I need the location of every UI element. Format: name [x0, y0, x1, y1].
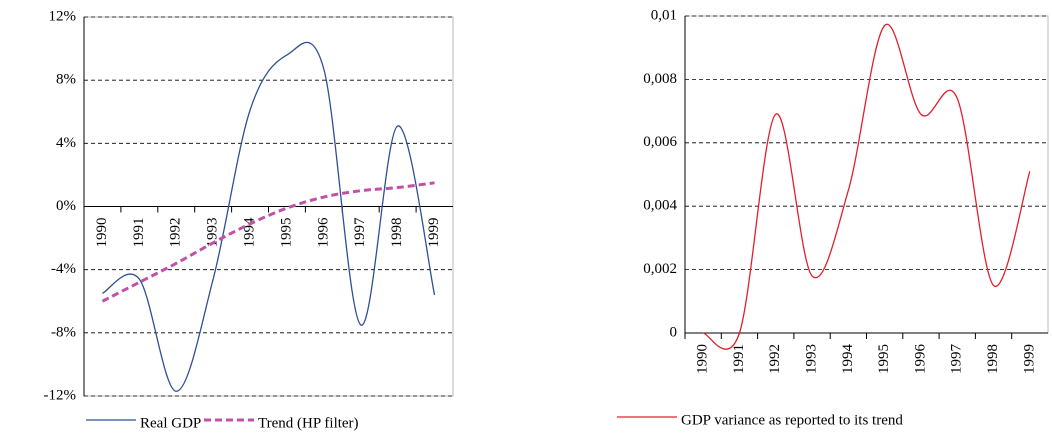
x-tick-label: 1996 [315, 217, 331, 248]
x-tick-label: 1990 [695, 344, 711, 374]
x-tick-label: 1993 [803, 344, 819, 374]
x-tick-label: 1991 [731, 344, 747, 374]
x-tick-label: 1995 [876, 344, 892, 374]
x-tick-label: 1993 [205, 218, 221, 248]
x-tick-label: 1996 [912, 344, 928, 375]
legend-label: Real GDP [140, 415, 201, 431]
y-tick-label: 8% [56, 72, 76, 88]
y-tick-label: 0,01 [651, 7, 677, 23]
legend-label: Trend (HP filter) [258, 415, 359, 431]
series-line [101, 181, 435, 303]
x-tick-label: 1991 [131, 218, 147, 248]
x-tick-label: 1994 [241, 217, 257, 248]
y-tick-label: 0% [56, 198, 76, 214]
x-tick-label: 1992 [767, 344, 783, 374]
x-tick-label: 1998 [985, 344, 1001, 374]
y-tick-label: 0,006 [643, 134, 677, 150]
y-tick-label: 0 [670, 324, 678, 340]
y-tick-label: -8% [51, 324, 76, 340]
y-tick-label: 0,002 [643, 261, 677, 277]
x-tick-label: 1997 [949, 344, 965, 375]
series-line [102, 41, 436, 392]
y-tick-label: -12% [44, 387, 77, 403]
x-tick-label: 1997 [352, 217, 368, 248]
x-tick-label: 1995 [278, 218, 294, 248]
x-tick-label: 1998 [389, 218, 405, 248]
y-tick-label: -4% [51, 261, 76, 277]
x-tick-label: 1990 [94, 218, 110, 248]
x-tick-label: 1999 [1021, 344, 1037, 374]
x-tick-label: 1992 [168, 218, 184, 248]
x-tick-label: 1999 [426, 218, 442, 248]
y-tick-label: 0,004 [643, 198, 677, 214]
y-tick-label: 12% [49, 8, 77, 24]
y-tick-label: 0,008 [643, 71, 677, 87]
x-tick-label: 1994 [840, 344, 856, 375]
y-tick-label: 4% [56, 135, 76, 151]
series-line [702, 23, 1031, 350]
legend-label: GDP variance as reported to its trend [681, 412, 903, 428]
